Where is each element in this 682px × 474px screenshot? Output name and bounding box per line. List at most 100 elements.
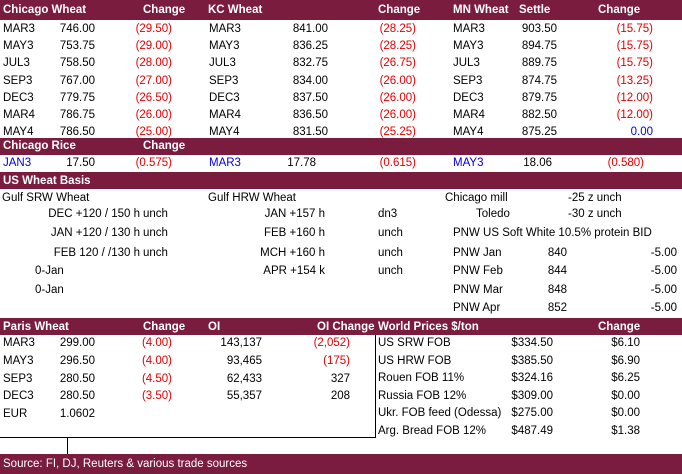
cell: PNW Mar [453,284,503,296]
cell: (26.75) [379,57,416,70]
cell: 93,465 [226,355,262,367]
cell: US HRW FOB [378,354,452,367]
column-header: Change [143,321,186,333]
column-header: MN Wheat [453,4,509,16]
cell: $1.38 [611,425,640,437]
cell: (28.25) [379,40,416,53]
cell: 889.75 [521,57,557,70]
cell: MAY3 [209,40,240,53]
cell: FEB +160 h [263,227,325,239]
cell: 786.50 [59,126,95,139]
cell: MAR3 [3,337,35,349]
cell: unch [143,208,168,220]
cell: (15.75) [616,57,653,70]
cell: (0.615) [379,157,416,169]
cell: Chicago mill [445,192,508,204]
cell: SEP3 [209,74,239,87]
cell: 786.75 [59,109,95,121]
cell: 779.75 [59,91,95,104]
cell: MCH +160 h [260,247,325,259]
cell: $309.00 [511,389,553,402]
cell: (26.00) [135,109,172,121]
cell: (0.580) [607,157,644,169]
cell: JUL3 [3,57,30,70]
cell: APR +154 k [263,265,325,277]
cell: 0.00 [630,126,653,139]
cell: -5.00 [650,247,677,259]
cell: (12.00) [616,109,653,121]
cell: MAY4 [209,126,240,139]
cell: MAR3 [209,23,241,35]
column-header: KC Wheat [208,4,263,16]
cell: MAR4 [453,109,485,121]
cell: 299.00 [59,337,95,349]
cell: unch [378,227,403,239]
cell: $487.49 [511,425,553,437]
header-band [0,138,682,155]
cell: 208 [330,390,350,402]
cell: (26.00) [379,109,416,121]
footer-note: Source: FI, DJ, Reuters & various trade … [3,458,248,470]
cell: (25.25) [379,126,416,139]
cell: $6.90 [611,354,640,367]
cell: 831.50 [292,126,328,139]
cell: -25 z unch [568,192,622,204]
cell: 832.75 [292,57,328,70]
cell: (25.00) [135,126,172,139]
cell: $324.16 [511,372,553,385]
cell: JUL3 [453,57,480,70]
cell: JAN +120 / 130 h [50,227,140,239]
cell: MAR4 [209,109,241,121]
header-band [0,318,682,335]
column-header: World Prices $/ton [378,321,479,333]
cell: (12.00) [616,91,653,104]
column-header: Change [378,4,421,16]
cell: 903.50 [521,23,557,35]
cell: 746.00 [59,23,95,35]
header-band [0,172,682,189]
cell: 834.00 [292,74,328,87]
cell: 296.50 [59,355,95,367]
cell: (27.00) [135,74,172,87]
cell: (29.00) [135,40,172,53]
divider [67,437,68,454]
cell: FEB 120 / /130 h [53,247,140,259]
cell: (4.00) [141,337,172,349]
column-header: Change [598,321,641,333]
cell: PNW Jan [453,247,502,259]
cell: unch [143,227,168,239]
cell: MAR3 [453,23,485,35]
subheading: Gulf SRW Wheat [2,192,90,204]
cell: PNW Apr [453,302,501,314]
column-header: Chicago Wheat [3,4,87,16]
cell: DEC3 [3,91,34,104]
cell: 62,433 [226,373,262,385]
cell: $0.00 [611,407,640,420]
cell: (28.25) [379,23,416,35]
cell: (4.50) [141,373,172,385]
cell: 874.75 [521,74,557,87]
cell: MAR4 [3,109,35,121]
cell: -5.00 [650,302,677,314]
column-header: OI Change [317,321,375,333]
cell: -5.00 [650,265,677,277]
column-header: Settle [519,4,551,16]
footer-band [0,454,682,474]
cell: 17.50 [66,157,95,169]
cell: Russia FOB 12% [378,389,467,402]
header-band [0,0,682,20]
cell: unch [143,247,168,259]
cell: 753.75 [59,40,95,53]
cell: Toledo [476,208,510,220]
cell: Ukr. FOB feed (Odessa) [378,407,502,420]
cell: $334.50 [511,337,553,349]
cell: MAY3 [3,355,34,367]
cell: MAY4 [3,126,34,139]
cell: 882.50 [521,109,557,121]
cell: unch [378,265,403,277]
cell: 836.25 [292,40,328,53]
cell: 280.50 [59,373,95,385]
cell: 840 [547,247,567,259]
cell: 837.50 [292,91,328,104]
